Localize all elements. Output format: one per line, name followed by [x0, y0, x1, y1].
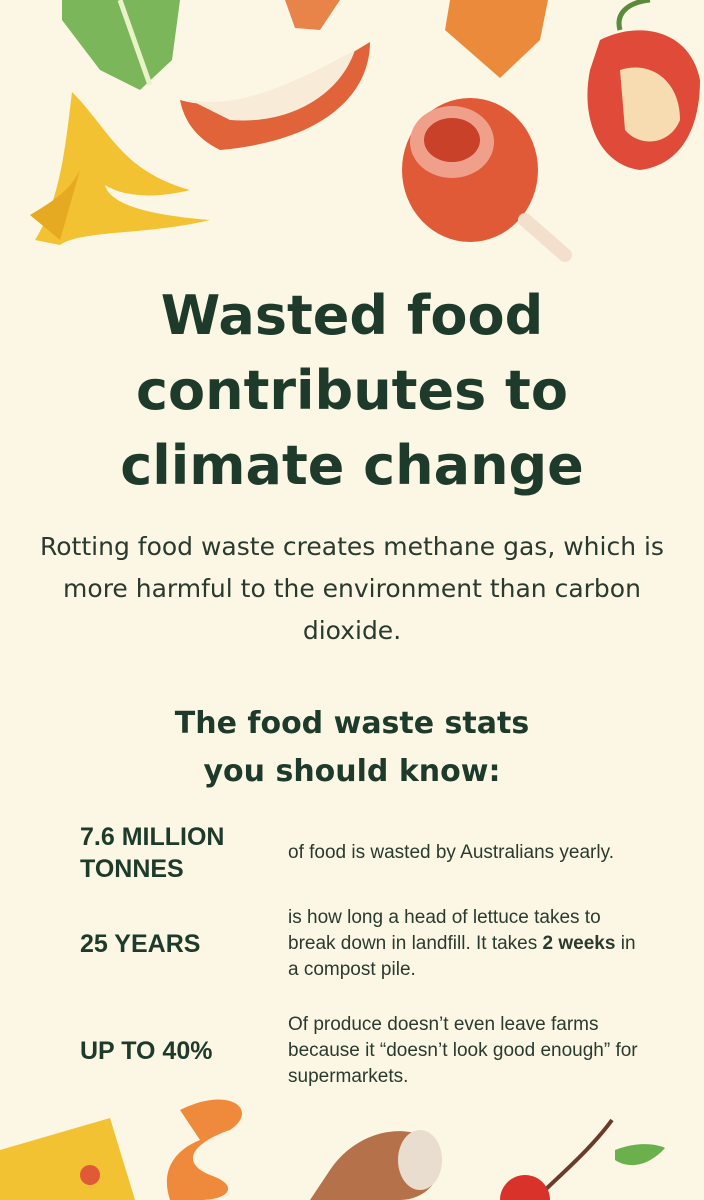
stat-description: of food is wasted by Australians yearly.: [288, 842, 614, 863]
meat-drumstick-icon: [402, 98, 572, 262]
stat-description: Of produce doesn’t even leave farms beca…: [288, 1014, 638, 1087]
stats-heading-line: you should know:: [203, 754, 501, 789]
cherries-icon: [500, 1118, 665, 1200]
stat-figure: UP TO 40%: [80, 1037, 213, 1065]
stat-row: UP TO 40% Of produce doesn’t even leave …: [80, 1010, 640, 1092]
orange-peel-icon: [166, 1099, 242, 1200]
orange-slice-icon: [445, 0, 548, 78]
page-title: Wasted food contributes to climate chang…: [0, 278, 704, 503]
eggshell-icon: [310, 1130, 442, 1200]
stat-row: 7.6 MILLION TONNES of food is wasted by …: [80, 820, 640, 886]
banana-peel-icon: [30, 92, 210, 245]
stat-figure: 7.6 MILLION TONNES: [80, 823, 225, 883]
stat-row: 25 YEARS is how long a head of lettuce t…: [80, 903, 640, 985]
carrot-icon: [285, 0, 340, 30]
apple-core-icon: [587, 0, 700, 170]
stat-description-bold: 2 weeks: [542, 933, 616, 954]
title-line: contributes to: [136, 359, 568, 422]
coconut-shell-icon: [180, 42, 370, 150]
stats-heading: The food waste stats you should know:: [0, 700, 704, 796]
lettuce-leaf-icon: [62, 0, 180, 90]
cheese-wedge-icon: [0, 1118, 135, 1200]
title-line: climate change: [120, 434, 584, 497]
subtitle: Rotting food waste creates methane gas, …: [40, 532, 664, 645]
stat-figure: 25 YEARS: [80, 930, 201, 958]
stat-description-text: is how long a head of lettuce takes to b…: [288, 907, 601, 954]
stat-description: is how long a head of lettuce takes to b…: [288, 905, 640, 983]
stat-description-text: in a compost pile.: [288, 933, 636, 980]
stats-heading-line: The food waste stats: [174, 706, 530, 741]
title-line: Wasted food: [160, 284, 544, 347]
